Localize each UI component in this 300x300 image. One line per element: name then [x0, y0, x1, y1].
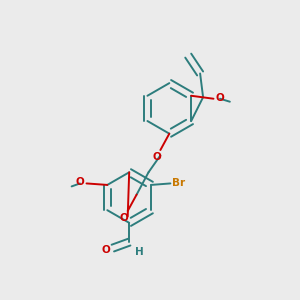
Text: O: O	[120, 213, 128, 223]
Text: Br: Br	[172, 178, 185, 188]
Text: O: O	[216, 92, 225, 103]
Text: O: O	[101, 244, 110, 255]
Text: O: O	[152, 152, 161, 162]
Text: O: O	[75, 177, 84, 187]
Text: H: H	[134, 248, 143, 257]
